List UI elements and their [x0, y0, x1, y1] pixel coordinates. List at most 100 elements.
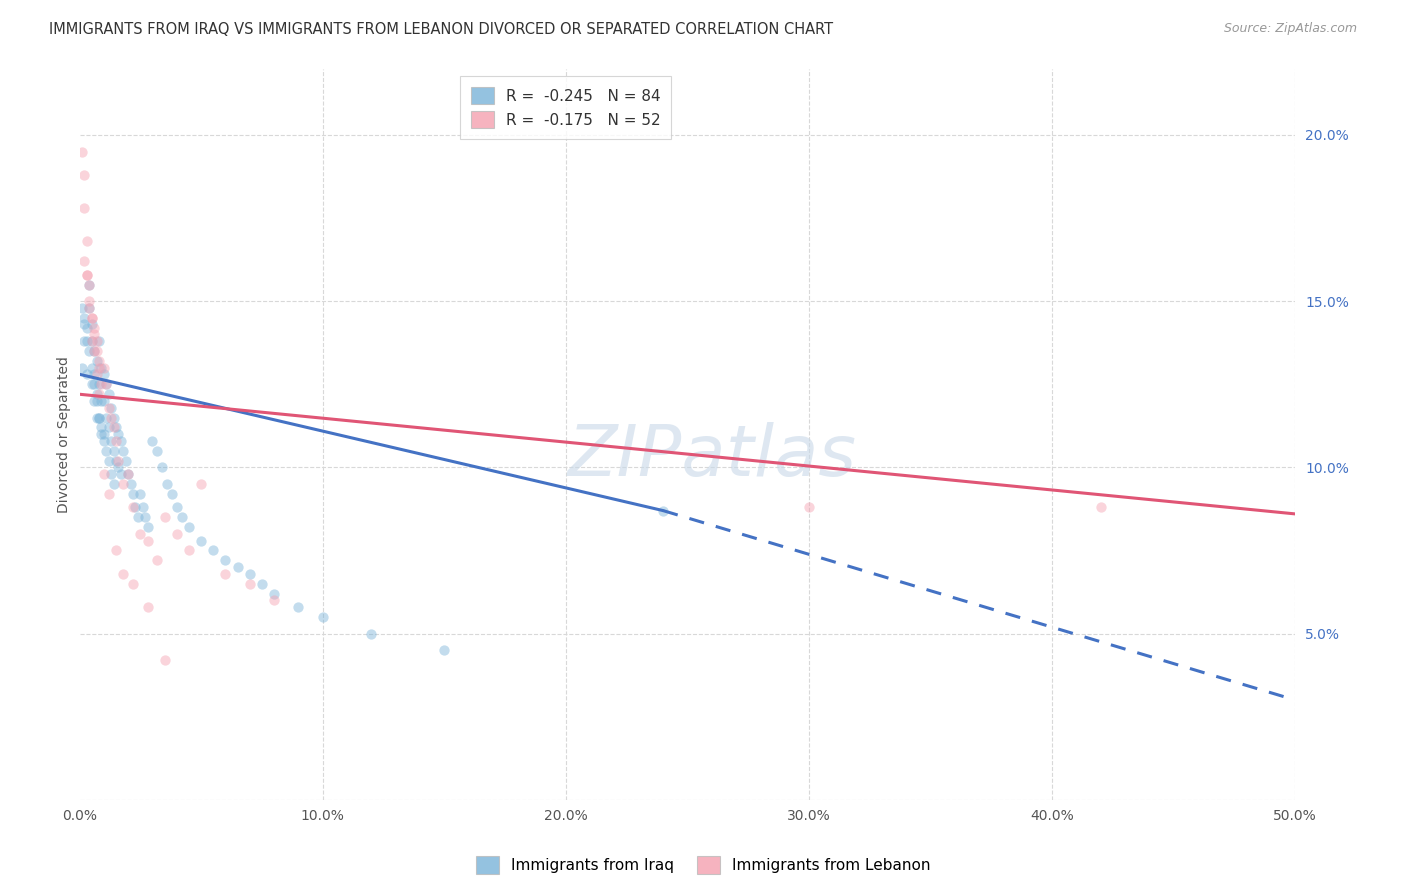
Point	[90, 420, 112, 434]
Point	[73, 310, 96, 325]
Point	[110, 434, 132, 448]
Point	[129, 487, 152, 501]
Point	[287, 599, 309, 614]
Point	[93, 360, 115, 375]
Point	[100, 410, 122, 425]
Point	[86, 334, 108, 348]
Point	[177, 520, 200, 534]
Point	[250, 576, 273, 591]
Point	[93, 393, 115, 408]
Point	[190, 477, 212, 491]
Point	[153, 510, 176, 524]
Point	[80, 334, 103, 348]
Point	[177, 543, 200, 558]
Point	[124, 500, 146, 515]
Point	[76, 334, 98, 348]
Point	[93, 467, 115, 481]
Point	[80, 334, 103, 348]
Point	[150, 460, 173, 475]
Point	[97, 387, 120, 401]
Point	[87, 387, 110, 401]
Y-axis label: Divorced or Separated: Divorced or Separated	[58, 356, 72, 513]
Point	[136, 520, 159, 534]
Point	[127, 510, 149, 524]
Point	[112, 443, 135, 458]
Point	[100, 401, 122, 415]
Point	[1090, 500, 1112, 515]
Point	[80, 310, 103, 325]
Point	[96, 377, 118, 392]
Point	[239, 576, 262, 591]
Point	[360, 626, 382, 640]
Point	[86, 344, 108, 359]
Point	[90, 360, 112, 375]
Point	[90, 377, 112, 392]
Point	[311, 610, 333, 624]
Point	[122, 487, 145, 501]
Point	[100, 467, 122, 481]
Point	[239, 566, 262, 581]
Point	[96, 410, 118, 425]
Point	[96, 443, 118, 458]
Point	[166, 526, 188, 541]
Point	[107, 454, 129, 468]
Point	[87, 354, 110, 368]
Point	[76, 368, 98, 382]
Point	[83, 368, 105, 382]
Point	[97, 420, 120, 434]
Point	[86, 393, 108, 408]
Legend: R =  -0.245   N = 84, R =  -0.175   N = 52: R = -0.245 N = 84, R = -0.175 N = 52	[460, 76, 672, 139]
Point	[433, 643, 456, 657]
Text: IMMIGRANTS FROM IRAQ VS IMMIGRANTS FROM LEBANON DIVORCED OR SEPARATED CORRELATIO: IMMIGRANTS FROM IRAQ VS IMMIGRANTS FROM …	[49, 22, 834, 37]
Point	[87, 410, 110, 425]
Point	[110, 467, 132, 481]
Point	[122, 576, 145, 591]
Point	[112, 477, 135, 491]
Point	[146, 443, 169, 458]
Point	[103, 477, 125, 491]
Point	[146, 553, 169, 567]
Point	[153, 653, 176, 667]
Point	[104, 434, 127, 448]
Point	[80, 310, 103, 325]
Point	[104, 420, 127, 434]
Point	[87, 377, 110, 392]
Point	[90, 393, 112, 408]
Point	[103, 410, 125, 425]
Point	[202, 543, 225, 558]
Point	[70, 360, 93, 375]
Point	[77, 301, 100, 315]
Point	[87, 410, 110, 425]
Point	[80, 377, 103, 392]
Point	[263, 593, 285, 607]
Point	[100, 434, 122, 448]
Point	[83, 344, 105, 359]
Point	[114, 454, 136, 468]
Point	[87, 360, 110, 375]
Point	[77, 294, 100, 309]
Point	[103, 420, 125, 434]
Point	[87, 334, 110, 348]
Point	[76, 320, 98, 334]
Point	[77, 277, 100, 292]
Point	[93, 368, 115, 382]
Point	[132, 500, 155, 515]
Point	[90, 427, 112, 442]
Point	[83, 393, 105, 408]
Point	[97, 487, 120, 501]
Point	[166, 500, 188, 515]
Point	[97, 401, 120, 415]
Point	[76, 268, 98, 282]
Point	[77, 344, 100, 359]
Point	[170, 510, 193, 524]
Point	[83, 344, 105, 359]
Point	[70, 301, 93, 315]
Point	[160, 487, 183, 501]
Point	[76, 268, 98, 282]
Point	[652, 503, 675, 517]
Legend: Immigrants from Iraq, Immigrants from Lebanon: Immigrants from Iraq, Immigrants from Le…	[470, 850, 936, 880]
Point	[86, 368, 108, 382]
Point	[136, 599, 159, 614]
Point	[263, 587, 285, 601]
Point	[83, 320, 105, 334]
